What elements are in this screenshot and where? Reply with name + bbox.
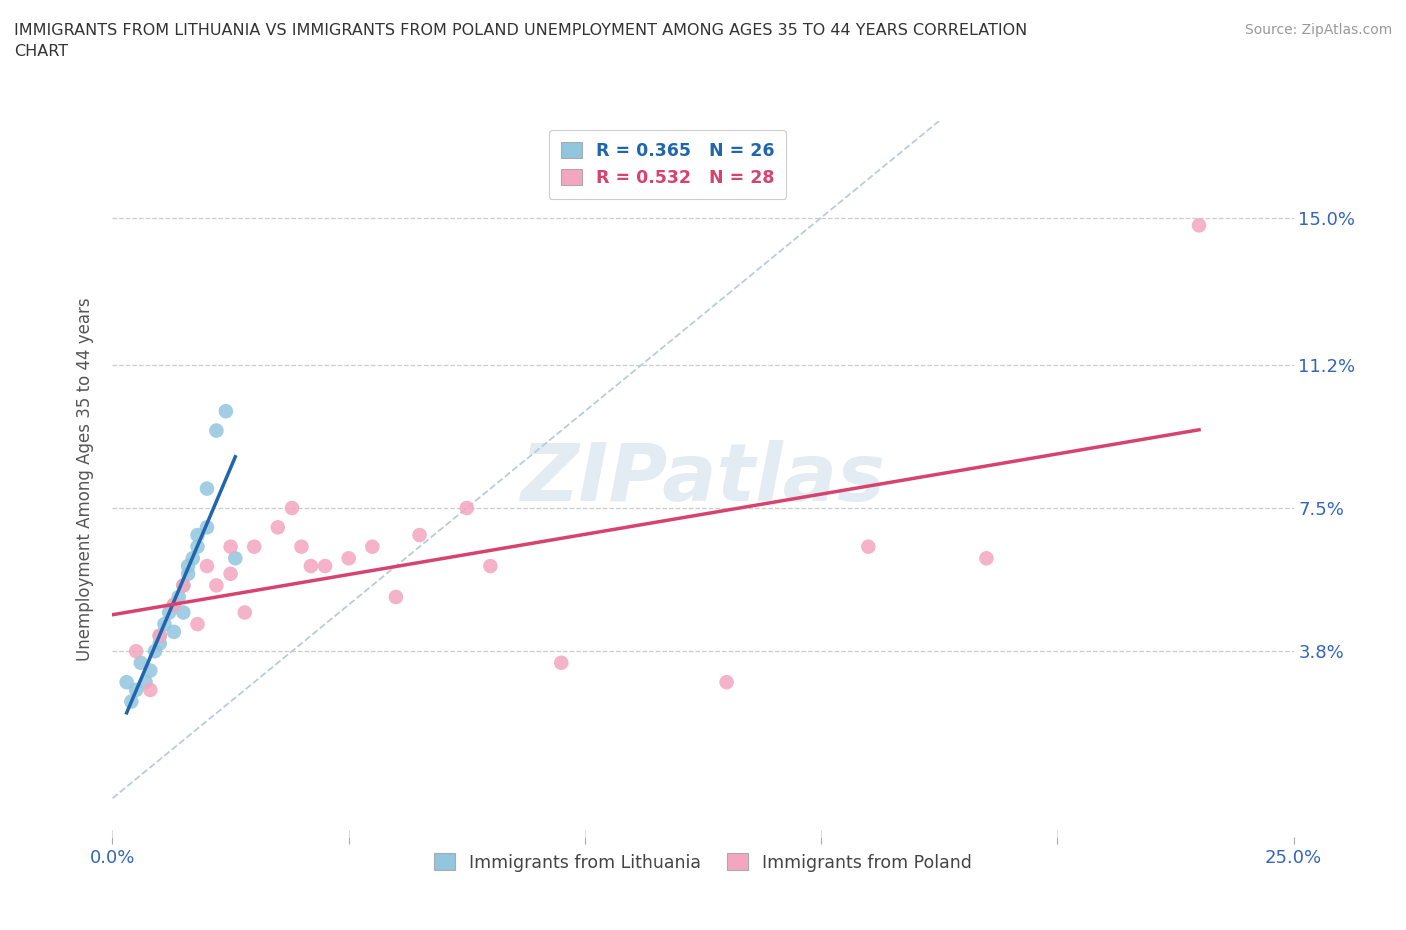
Point <box>205 423 228 438</box>
Point <box>281 500 304 515</box>
Point <box>550 656 572 671</box>
Point <box>314 559 336 574</box>
Point <box>290 539 312 554</box>
Point <box>163 597 186 612</box>
Point <box>129 656 152 671</box>
Point <box>172 605 194 620</box>
Point <box>125 644 148 658</box>
Point <box>195 559 218 574</box>
Point <box>143 644 166 658</box>
Point <box>177 566 200 581</box>
Point <box>172 578 194 592</box>
Point <box>215 404 238 418</box>
Point <box>224 551 246 565</box>
Point <box>163 597 186 612</box>
Text: ZIPatlas: ZIPatlas <box>520 440 886 518</box>
Point <box>858 539 880 554</box>
Text: Source: ZipAtlas.com: Source: ZipAtlas.com <box>1244 23 1392 37</box>
Y-axis label: Unemployment Among Ages 35 to 44 years: Unemployment Among Ages 35 to 44 years <box>76 298 94 660</box>
Point <box>195 520 218 535</box>
Point <box>115 675 138 690</box>
Point <box>267 520 290 535</box>
Point <box>243 539 266 554</box>
Point <box>186 527 208 542</box>
Point <box>135 675 157 690</box>
Point <box>153 617 176 631</box>
Point <box>479 559 502 574</box>
Point <box>139 683 162 698</box>
Point <box>172 578 194 592</box>
Point <box>177 559 200 574</box>
Point <box>125 683 148 698</box>
Point <box>408 527 430 542</box>
Point <box>163 624 186 639</box>
Point <box>157 605 180 620</box>
Legend: Immigrants from Lithuania, Immigrants from Poland: Immigrants from Lithuania, Immigrants fr… <box>427 846 979 879</box>
Point <box>385 590 408 604</box>
Point <box>456 500 478 515</box>
Point <box>233 605 256 620</box>
Point <box>120 694 142 709</box>
Point <box>337 551 360 565</box>
Point <box>186 617 208 631</box>
Point <box>205 578 228 592</box>
Text: IMMIGRANTS FROM LITHUANIA VS IMMIGRANTS FROM POLAND UNEMPLOYMENT AMONG AGES 35 T: IMMIGRANTS FROM LITHUANIA VS IMMIGRANTS … <box>14 23 1028 60</box>
Point <box>181 551 204 565</box>
Point <box>167 590 190 604</box>
Point <box>1188 218 1211 232</box>
Point <box>361 539 384 554</box>
Point <box>149 629 172 644</box>
Point <box>219 539 242 554</box>
Point <box>195 481 218 496</box>
Point <box>299 559 322 574</box>
Point <box>186 539 208 554</box>
Point <box>976 551 998 565</box>
Point <box>219 566 242 581</box>
Point <box>149 629 172 644</box>
Point <box>139 663 162 678</box>
Point <box>149 636 172 651</box>
Point <box>716 675 738 690</box>
